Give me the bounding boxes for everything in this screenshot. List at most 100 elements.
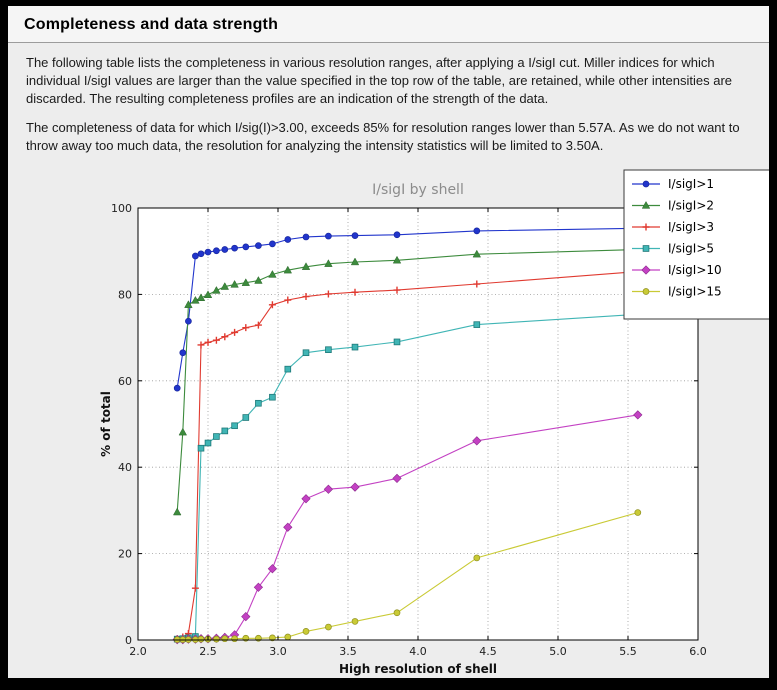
marker-plus-icon bbox=[204, 338, 212, 346]
marker-circle-icon bbox=[221, 635, 229, 642]
marker-circle-icon bbox=[351, 617, 359, 625]
marker-square-icon bbox=[204, 439, 212, 446]
marker-circle-icon bbox=[173, 384, 181, 392]
marker-circle-icon bbox=[302, 233, 310, 240]
marker-circle-icon bbox=[179, 349, 187, 356]
marker-circle-icon bbox=[325, 232, 332, 240]
report-page: Completeness and data strength The follo… bbox=[8, 6, 769, 678]
isigi-by-shell-chart: 2.0 2.5 3.0 3.5 4.0 4.5 5.0 5.5 6.0 0 20 40 60 80 100 I… bbox=[99, 169, 769, 676]
marker-triangle-icon bbox=[472, 249, 482, 258]
x-tick-label: 3.0 bbox=[269, 645, 287, 658]
marker-square-icon bbox=[325, 346, 332, 353]
marker-triangle-icon bbox=[324, 258, 333, 267]
marker-circle-icon bbox=[325, 623, 332, 631]
marker-square-icon bbox=[221, 427, 229, 434]
marker-diamond-icon bbox=[253, 582, 264, 592]
marker-plus-icon bbox=[473, 280, 481, 288]
marker-circle-icon bbox=[197, 635, 205, 643]
x-tick-label: 5.5 bbox=[619, 645, 637, 658]
marker-circle-icon bbox=[351, 231, 359, 239]
x-axis-label: High resolution of shell bbox=[339, 662, 497, 676]
marker-circle-icon bbox=[269, 634, 276, 641]
marker-square-icon bbox=[393, 338, 401, 345]
marker-diamond-icon bbox=[472, 435, 482, 446]
page-title: Completeness and data strength bbox=[24, 16, 279, 33]
marker-plus-icon bbox=[231, 328, 239, 336]
marker-diamond-icon bbox=[267, 563, 278, 574]
y-axis-label: % of total bbox=[99, 391, 113, 457]
marker-triangle-icon bbox=[283, 265, 293, 274]
marker-square-icon bbox=[302, 349, 310, 356]
chart-title: I/sigI by shell bbox=[372, 182, 464, 198]
y-tick-label: 40 bbox=[118, 461, 132, 474]
marker-triangle-icon bbox=[178, 427, 188, 436]
paragraph-intro: The following table lists the completene… bbox=[26, 55, 733, 106]
marker-triangle-icon bbox=[203, 290, 213, 298]
marker-plus-icon bbox=[351, 288, 359, 296]
marker-triangle-icon bbox=[268, 269, 277, 278]
marker-circle-icon bbox=[284, 235, 292, 243]
marker-plus-icon bbox=[242, 323, 250, 331]
marker-circle-icon bbox=[213, 635, 220, 643]
legend-label: I/sigI>1 bbox=[668, 177, 714, 191]
x-tick-label: 5.0 bbox=[549, 645, 567, 658]
marker-plus-icon bbox=[191, 584, 199, 592]
legend-label: I/sigI>15 bbox=[668, 284, 722, 298]
y-tick-label: 60 bbox=[118, 374, 132, 387]
y-tick-label: 20 bbox=[118, 547, 132, 560]
y-tick-label: 0 bbox=[125, 634, 132, 647]
marker-diamond-icon bbox=[323, 484, 334, 494]
marker-triangle-icon bbox=[254, 275, 263, 284]
x-tick-label: 4.0 bbox=[409, 645, 427, 658]
marker-plus-icon bbox=[212, 336, 220, 344]
legend-label: I/sigI>10 bbox=[668, 263, 722, 277]
marker-plus-icon bbox=[393, 286, 401, 294]
y-tick-label: 100 bbox=[111, 202, 132, 215]
marker-triangle-icon bbox=[172, 507, 182, 515]
legend-label: I/sigI>5 bbox=[668, 241, 714, 255]
x-tick-label: 3.5 bbox=[339, 645, 357, 658]
marker-circle-icon bbox=[197, 250, 205, 257]
marker-circle-icon bbox=[302, 627, 310, 635]
marker-circle-icon bbox=[221, 245, 229, 253]
marker-square-icon bbox=[269, 393, 276, 401]
marker-triangle-icon bbox=[301, 261, 311, 270]
marker-triangle-icon bbox=[241, 277, 251, 286]
marker-circle-icon bbox=[473, 227, 481, 234]
marker-diamond-icon bbox=[392, 473, 402, 483]
marker-circle-icon bbox=[284, 633, 292, 641]
marker-diamond-icon bbox=[301, 493, 311, 504]
x-tick-label: 2.5 bbox=[199, 645, 217, 658]
marker-triangle-icon bbox=[350, 257, 360, 265]
marker-plus-icon bbox=[324, 290, 332, 298]
report-body: The following table lists the completene… bbox=[8, 43, 769, 678]
marker-circle-icon bbox=[242, 243, 250, 250]
marker-circle-icon bbox=[634, 508, 642, 516]
marker-circle-icon bbox=[192, 252, 199, 259]
marker-circle-icon bbox=[231, 635, 238, 642]
marker-diamond-icon bbox=[641, 265, 651, 275]
marker-plus-icon bbox=[268, 300, 276, 308]
marker-square-icon bbox=[255, 399, 262, 407]
y-tick-label: 80 bbox=[118, 288, 132, 301]
marker-circle-icon bbox=[185, 317, 192, 325]
marker-circle-icon bbox=[473, 554, 481, 561]
marker-plus-icon bbox=[642, 223, 650, 231]
marker-diamond-icon bbox=[350, 482, 360, 492]
x-tick-label: 2.0 bbox=[129, 645, 147, 658]
marker-square-icon bbox=[242, 413, 250, 421]
marker-square-icon bbox=[213, 432, 220, 440]
marker-triangle-icon bbox=[230, 279, 239, 288]
marker-triangle-icon bbox=[191, 295, 200, 304]
marker-circle-icon bbox=[213, 247, 220, 254]
marker-triangle-icon bbox=[641, 200, 651, 209]
marker-circle-icon bbox=[393, 231, 401, 238]
marker-triangle-icon bbox=[184, 299, 193, 308]
marker-circle-icon bbox=[204, 248, 212, 256]
legend-box bbox=[623, 169, 769, 320]
marker-square-icon bbox=[642, 244, 650, 252]
marker-diamond-icon bbox=[283, 522, 293, 532]
marker-square-icon bbox=[351, 343, 359, 351]
marker-plus-icon bbox=[302, 292, 310, 300]
marker-circle-icon bbox=[642, 180, 650, 188]
